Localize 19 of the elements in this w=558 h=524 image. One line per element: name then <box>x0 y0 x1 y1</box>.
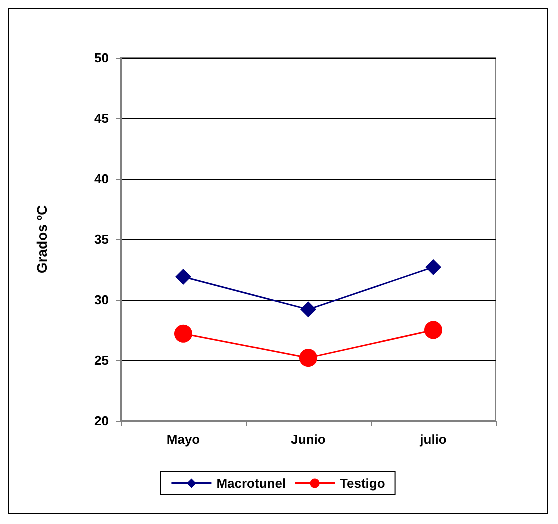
y-tick-label: 25 <box>94 353 109 368</box>
point <box>426 259 442 276</box>
x-tick-label: Junio <box>291 432 326 447</box>
y-tick-label: 50 <box>94 50 109 66</box>
point <box>174 324 192 343</box>
y-tick-label: 45 <box>94 111 109 126</box>
y-tick-label: 35 <box>94 232 109 247</box>
x-tick-label: Mayo <box>166 432 200 447</box>
point <box>424 321 442 340</box>
point <box>176 269 192 286</box>
point <box>300 302 316 318</box>
legend-label: Macrotunel <box>216 476 286 491</box>
y-tick-label: 20 <box>94 414 109 428</box>
y-tick-label: 40 <box>94 172 109 186</box>
legend-label: Testigo <box>340 476 386 491</box>
y-axis-title: Grados ºC <box>34 205 50 274</box>
point <box>300 349 318 368</box>
y-tick-label: 30 <box>94 292 109 308</box>
x-tick-label: julio <box>419 432 447 447</box>
